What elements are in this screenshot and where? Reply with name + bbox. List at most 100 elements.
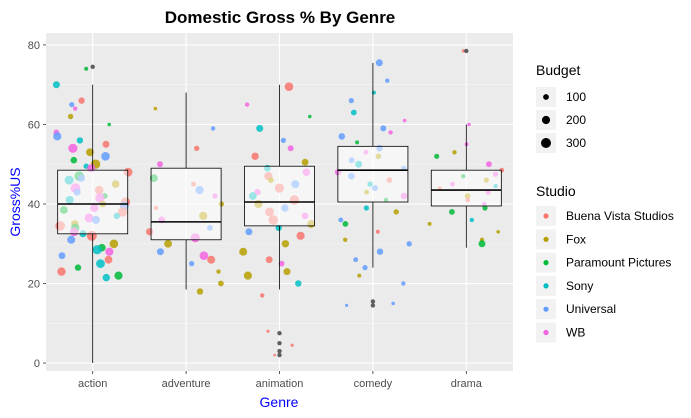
data-point	[357, 273, 362, 278]
data-point	[256, 124, 264, 132]
data-point	[105, 247, 114, 256]
data-point	[194, 145, 200, 151]
data-point	[70, 156, 78, 164]
data-point	[393, 209, 399, 215]
studio-label: Universal	[566, 302, 616, 316]
data-point	[295, 280, 302, 287]
data-point	[345, 303, 349, 307]
data-point	[406, 241, 412, 247]
data-point	[452, 150, 457, 155]
data-point	[482, 205, 488, 211]
box-comedy	[337, 145, 409, 203]
studio-key-dot	[543, 329, 549, 336]
studio-label: Paramount Pictures	[566, 256, 671, 270]
outlier-point	[90, 64, 95, 70]
data-point	[467, 122, 471, 127]
data-point	[76, 137, 84, 144]
data-point	[391, 301, 396, 306]
y-tick-label: 60	[28, 119, 40, 131]
data-point	[348, 98, 354, 104]
chart-title: Domestic Gross % By Genre	[165, 8, 396, 27]
data-point	[284, 82, 294, 91]
data-point	[189, 261, 195, 267]
legend: Budget 100 200 300 Studio Buena Vista Stud…	[536, 62, 674, 343]
x-tick-label: adventure	[162, 378, 211, 390]
data-point	[92, 245, 102, 255]
data-point	[153, 106, 158, 111]
data-point	[96, 259, 105, 268]
data-point	[156, 248, 164, 256]
data-point	[496, 230, 501, 234]
studio-key-dot	[543, 236, 549, 242]
data-point	[73, 106, 78, 111]
data-point	[301, 158, 309, 166]
data-point	[207, 255, 216, 264]
budget-legend: 100 200 300	[536, 87, 586, 153]
studio-key-dot	[543, 306, 549, 312]
studio-key-dot	[543, 213, 549, 219]
outlier-point	[277, 348, 282, 354]
budget-legend-title: Budget	[536, 62, 580, 78]
x-tick-label: comedy	[354, 378, 393, 390]
data-point	[355, 140, 360, 145]
data-point	[216, 269, 221, 274]
data-point	[58, 252, 66, 260]
box-animation	[244, 165, 315, 227]
data-point	[402, 118, 407, 123]
data-point	[244, 102, 250, 107]
budget-label: 200	[566, 113, 586, 127]
data-point	[102, 140, 110, 148]
outlier-point	[370, 303, 376, 308]
data-point	[266, 329, 270, 333]
x-tick-label: animation	[256, 378, 304, 390]
studio-label: Fox	[566, 232, 586, 246]
data-point	[243, 271, 252, 280]
studio-label: WB	[566, 326, 585, 340]
data-point	[401, 281, 406, 286]
data-point	[478, 240, 486, 248]
y-tick-label: 0	[34, 358, 40, 370]
y-tick-label: 40	[28, 199, 40, 211]
data-point	[376, 248, 384, 255]
data-point	[109, 239, 119, 249]
x-tick-label: drama	[451, 378, 483, 390]
data-point	[469, 217, 474, 223]
data-point	[104, 255, 113, 264]
outlier-points	[90, 48, 469, 358]
data-point	[199, 251, 209, 260]
data-point	[164, 239, 173, 248]
data-point	[68, 143, 78, 153]
data-point	[486, 161, 492, 168]
data-point	[427, 221, 432, 226]
data-point	[388, 130, 393, 135]
outlier-point	[370, 299, 376, 304]
data-point	[251, 152, 259, 160]
data-point	[362, 265, 368, 271]
data-point	[265, 256, 273, 264]
data-point	[157, 161, 163, 168]
data-point	[102, 273, 111, 282]
data-point	[78, 97, 85, 104]
y-tick-label: 80	[28, 40, 40, 52]
data-point	[290, 343, 294, 347]
data-point	[353, 257, 359, 263]
data-point	[107, 122, 111, 127]
y-axis-title: Gross%US	[7, 167, 23, 236]
studio-legend: Buena Vista Studios Fox Paramount Pictures…	[536, 206, 674, 343]
data-point	[273, 353, 276, 357]
data-point	[283, 268, 291, 276]
data-point	[218, 280, 224, 287]
studio-key-dot	[543, 283, 549, 289]
budget-key-300	[541, 138, 551, 148]
studio-legend-title: Studio	[536, 183, 576, 199]
data-point	[239, 247, 248, 256]
data-point	[84, 66, 89, 71]
data-point	[260, 293, 265, 298]
y-tick-label: 20	[28, 279, 40, 291]
data-point	[287, 145, 294, 152]
outlier-point	[277, 331, 282, 336]
data-point	[342, 221, 349, 227]
data-point	[278, 260, 285, 267]
y-axis: 0 20 40 60 80	[28, 40, 46, 370]
data-point	[52, 81, 60, 89]
